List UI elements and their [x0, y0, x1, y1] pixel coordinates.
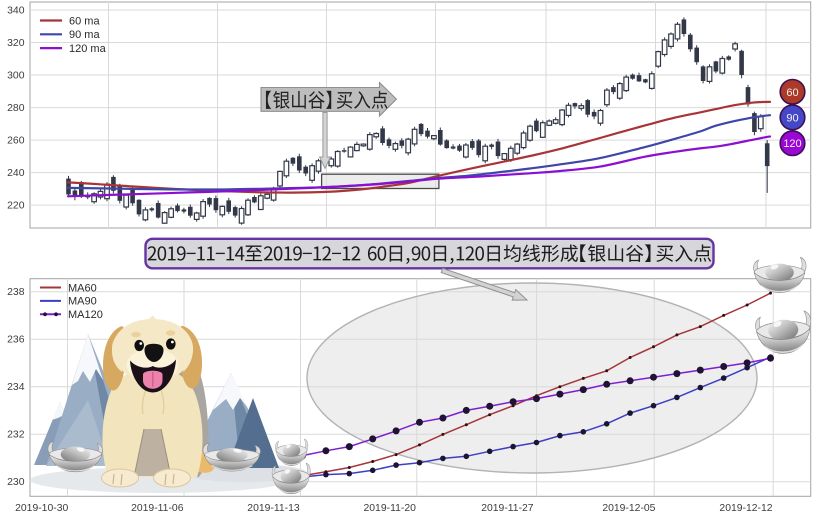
svg-text:90: 90	[786, 112, 798, 124]
svg-text:MA60: MA60	[68, 282, 97, 294]
svg-text:2019-11-13: 2019-11-13	[247, 503, 300, 514]
svg-text:2019-11-06: 2019-11-06	[131, 503, 184, 514]
svg-text:238: 238	[7, 287, 25, 298]
svg-text:234: 234	[7, 382, 25, 393]
svg-text:220: 220	[7, 201, 25, 212]
svg-text:232: 232	[7, 430, 25, 441]
svg-text:2019-12-05: 2019-12-05	[602, 503, 655, 514]
svg-text:260: 260	[7, 136, 25, 147]
svg-text:90 ma: 90 ma	[69, 29, 100, 41]
svg-text:60: 60	[786, 87, 798, 99]
svg-text:2019-11-27: 2019-11-27	[481, 503, 534, 514]
svg-text:280: 280	[7, 103, 25, 114]
svg-text:MA90: MA90	[68, 296, 97, 308]
svg-text:2019-12-12: 2019-12-12	[719, 503, 772, 514]
svg-text:60 ma: 60 ma	[69, 15, 100, 27]
svg-text:120: 120	[783, 138, 801, 150]
svg-text:230: 230	[7, 477, 25, 488]
svg-text:236: 236	[7, 335, 25, 346]
svg-text:240: 240	[7, 168, 25, 179]
svg-text:340: 340	[7, 6, 25, 17]
svg-text:300: 300	[7, 71, 25, 82]
svg-text:320: 320	[7, 38, 25, 49]
svg-text:MA120: MA120	[68, 309, 103, 321]
svg-text:2019-10-30: 2019-10-30	[15, 503, 68, 514]
svg-text:2019-11-20: 2019-11-20	[364, 503, 417, 514]
svg-text:120 ma: 120 ma	[69, 43, 107, 55]
